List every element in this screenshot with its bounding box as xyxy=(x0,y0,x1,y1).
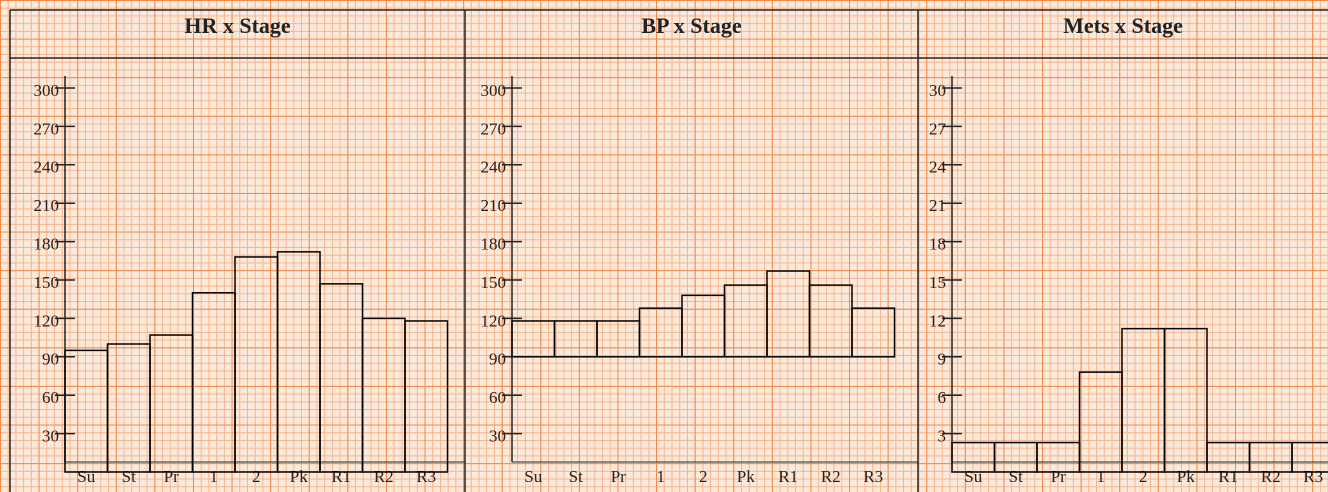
x-tick-label: Pr xyxy=(1051,467,1066,486)
x-tick-label: R2 xyxy=(1261,467,1281,486)
range-bar xyxy=(681,294,726,358)
x-tick-label: Pk xyxy=(1177,467,1195,486)
y-tick-label: 270 xyxy=(34,119,60,138)
frame xyxy=(9,9,1328,492)
x-tick-label: Su xyxy=(77,467,95,486)
y-tick-label: 30 xyxy=(489,427,506,446)
y-tick-label: 270 xyxy=(481,119,507,138)
y-tick-label: 120 xyxy=(481,311,507,330)
x-tick-label: R2 xyxy=(374,467,394,486)
x-tick-label: 1 xyxy=(210,467,219,486)
bar xyxy=(64,349,109,473)
y-tick-label: 60 xyxy=(42,388,59,407)
x-tick-label: St xyxy=(1009,467,1023,486)
y-tick-label: 6 xyxy=(938,388,947,407)
x-tick-label: 2 xyxy=(1139,467,1148,486)
bar xyxy=(404,320,449,473)
x-tick-label: Pk xyxy=(737,467,755,486)
x-tick-label: Pr xyxy=(164,467,179,486)
y-tick-label: 210 xyxy=(34,196,60,215)
bar xyxy=(319,283,364,473)
y-tick-label: 90 xyxy=(489,350,506,369)
y-tick-label: 150 xyxy=(481,273,507,292)
bar xyxy=(361,317,406,473)
range-bar xyxy=(808,284,853,358)
y-tick-label: 30 xyxy=(42,427,59,446)
x-tick-label: Su xyxy=(964,467,982,486)
y-tick-label: 21 xyxy=(929,196,946,215)
range-bar xyxy=(596,320,641,358)
x-tick-label: R2 xyxy=(821,467,841,486)
y-tick-label: 120 xyxy=(34,311,60,330)
y-tick-label: 12 xyxy=(929,311,946,330)
bar xyxy=(149,334,194,473)
x-tick-label: Su xyxy=(524,467,542,486)
x-tick-label: 1 xyxy=(657,467,666,486)
y-tick-label: 180 xyxy=(34,235,60,254)
x-tick-label: Pr xyxy=(611,467,626,486)
x-tick-label: St xyxy=(569,467,583,486)
y-tick-label: 15 xyxy=(929,273,946,292)
y-tick-label: 90 xyxy=(42,350,59,369)
y-tick-label: 240 xyxy=(481,158,507,177)
x-tick-label: R3 xyxy=(863,467,883,486)
x-tick-label: R1 xyxy=(331,467,351,486)
range-bar xyxy=(723,284,768,358)
x-tick-label: St xyxy=(122,467,136,486)
bar xyxy=(106,343,151,473)
bar xyxy=(1121,327,1166,473)
y-tick-label: 300 xyxy=(34,81,60,100)
chart-title: BP x Stage xyxy=(641,13,741,38)
y-tick-label: 210 xyxy=(481,196,507,215)
x-tick-label: Pk xyxy=(290,467,308,486)
range-bar xyxy=(638,307,683,358)
range-bar xyxy=(851,307,896,358)
x-tick-label: 2 xyxy=(252,467,261,486)
bar xyxy=(1163,327,1208,473)
y-tick-label: 150 xyxy=(34,273,60,292)
bar xyxy=(191,292,236,473)
range-bar xyxy=(511,320,556,358)
y-tick-label: 3 xyxy=(938,427,947,446)
bar xyxy=(1291,441,1328,473)
y-tick-label: 18 xyxy=(929,235,946,254)
x-tick-label: R1 xyxy=(778,467,798,486)
y-tick-label: 180 xyxy=(481,235,507,254)
y-tick-label: 24 xyxy=(929,158,947,177)
y-tick-label: 30 xyxy=(929,81,946,100)
y-tick-label: 27 xyxy=(929,119,947,138)
x-tick-label: 1 xyxy=(1097,467,1106,486)
bar xyxy=(234,256,279,473)
chart-title: HR x Stage xyxy=(184,13,291,38)
y-tick-label: 9 xyxy=(938,350,947,369)
x-tick-label: R1 xyxy=(1218,467,1238,486)
bar xyxy=(1078,371,1123,473)
y-tick-label: 60 xyxy=(489,388,506,407)
range-bar xyxy=(553,320,598,358)
chart-title: Mets x Stage xyxy=(1063,13,1183,38)
x-tick-label: R3 xyxy=(416,467,436,486)
bar xyxy=(276,251,321,473)
x-tick-label: 2 xyxy=(699,467,708,486)
x-tick-label: R3 xyxy=(1303,467,1323,486)
range-bar xyxy=(766,270,811,358)
y-tick-label: 300 xyxy=(481,81,507,100)
y-tick-label: 240 xyxy=(34,158,60,177)
